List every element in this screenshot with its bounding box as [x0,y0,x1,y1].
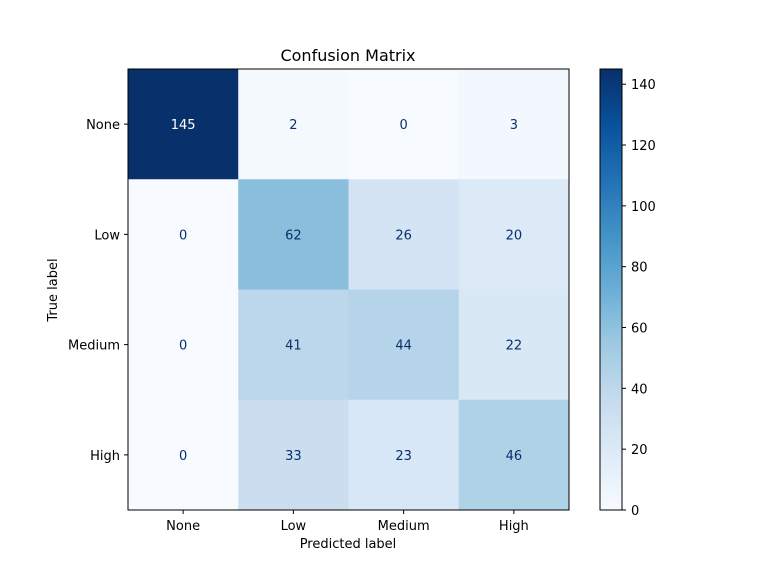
y-tick-label: High [90,449,120,464]
cell-value-label: 3 [510,118,518,133]
heatmap-cell [458,289,570,401]
colorbar-tick-label: 20 [631,443,648,458]
cell-value-label: 26 [395,228,412,243]
cell-value-label: 22 [506,339,523,354]
heatmap-cells [128,69,570,511]
heatmap-cell [458,69,570,180]
y-axis-label: True label [46,258,61,322]
colorbar [599,68,623,511]
cell-value-label: 62 [285,228,302,243]
y-axis-ticks: None Low Medium High [68,118,128,464]
colorbar-ticks: 0 20 40 60 80 100 120 140 [622,78,656,519]
colorbar-tick-label: 60 [631,322,648,337]
y-tick-label: None [86,118,120,133]
colorbar-tick-label: 80 [631,261,648,276]
cell-value-label: 145 [171,118,196,133]
cell-value-label: 0 [179,449,187,464]
heatmap-cell [348,399,460,511]
x-tick-label: Medium [378,519,430,534]
cell-value-label: 20 [506,228,523,243]
heatmap-cell [348,289,460,401]
cell-value-label: 33 [285,449,302,464]
x-axis-label: Predicted label [300,537,397,552]
heatmap-cell [458,399,570,511]
colorbar-tick-label: 140 [631,78,656,93]
cell-value-label: 0 [399,118,407,133]
x-axis-ticks: None Low Medium High [166,510,529,534]
x-tick-label: None [166,519,200,534]
heatmap-cell [128,69,239,180]
heatmap-cell [458,179,570,290]
heatmap-cell [238,69,349,180]
x-tick-label: Low [281,519,307,534]
plot-frame [127,68,570,511]
cell-value-label: 23 [395,449,412,464]
heatmap-cell [128,399,239,511]
y-tick-label: Low [94,228,120,243]
heatmap-cell-labels: 145 2 0 30 62 26 200 41 44 220 33 23 46 [171,118,522,464]
y-tick-label: Medium [68,339,120,354]
cell-value-label: 0 [179,228,187,243]
heatmap-cell [238,289,349,401]
colorbar-tick-label: 40 [631,382,648,397]
colorbar-tick-label: 120 [631,139,656,154]
x-tick-label: High [499,519,529,534]
heatmap-cell [238,399,349,511]
colorbar-tick-label: 0 [631,504,639,519]
heatmap-cell [238,179,349,290]
cell-value-label: 41 [285,339,302,354]
chart-title: Confusion Matrix [280,46,415,65]
cell-value-label: 46 [506,449,523,464]
heatmap-cell [128,289,239,401]
heatmap-cell [348,69,460,180]
heatmap-cell [128,179,239,290]
cell-value-label: 2 [289,118,297,133]
cell-value-label: 44 [395,339,412,354]
cell-value-label: 0 [179,339,187,354]
colorbar-tick-label: 100 [631,200,656,215]
heatmap-cell [348,179,460,290]
